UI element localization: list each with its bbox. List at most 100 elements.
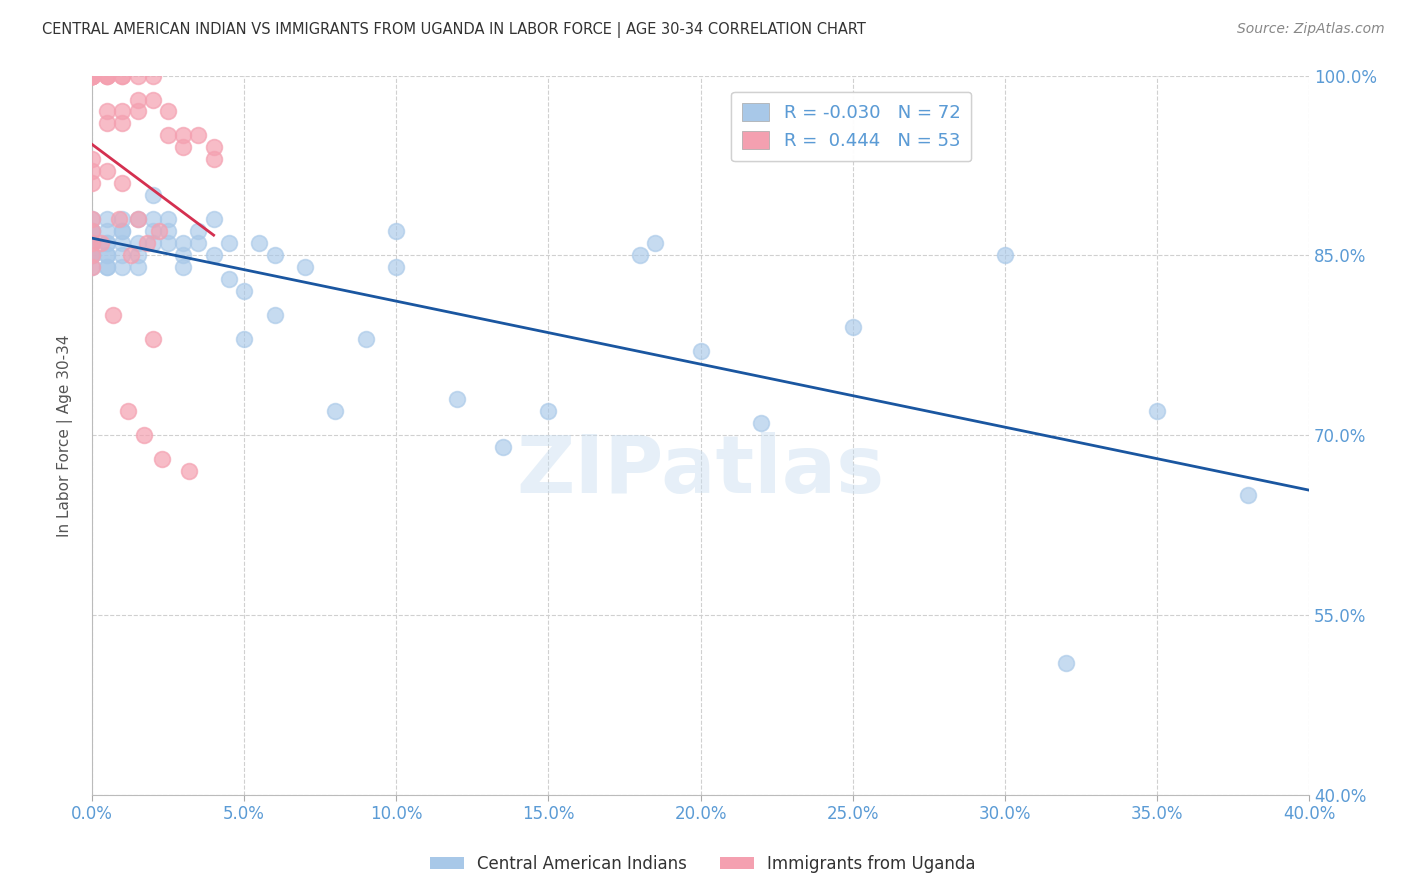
Point (80, 69, 103, 83)
Point (263, 309, 285, 323)
Point (80, 69, 103, 83)
Point (187, 236, 209, 251)
Point (80, 224, 103, 238)
Point (537, 404, 560, 418)
Point (80, 248, 103, 262)
Point (111, 69, 134, 83)
Point (111, 224, 134, 238)
Text: ZIPatlas: ZIPatlas (516, 433, 884, 510)
Point (325, 404, 347, 418)
Legend: R = -0.030   N = 72, R =  0.444   N = 53: R = -0.030 N = 72, R = 0.444 N = 53 (731, 92, 972, 161)
Point (218, 236, 240, 251)
Point (80, 153, 103, 167)
Point (80, 69, 103, 83)
Point (142, 188, 165, 202)
Point (187, 224, 209, 238)
Point (156, 236, 179, 251)
Point (156, 212, 179, 227)
Point (202, 248, 225, 262)
Point (96, 69, 118, 83)
Point (96, 212, 118, 227)
Point (233, 332, 256, 346)
Point (156, 224, 179, 238)
Point (108, 212, 131, 227)
Point (80, 248, 103, 262)
Point (80, 248, 103, 262)
Point (111, 236, 134, 251)
Point (492, 440, 515, 454)
Point (150, 452, 173, 467)
Point (96, 69, 118, 83)
Point (117, 404, 139, 418)
Point (1146, 404, 1168, 418)
Point (172, 236, 194, 251)
Point (1054, 656, 1077, 670)
Point (127, 93, 149, 107)
Point (127, 212, 149, 227)
Point (96, 236, 118, 251)
Point (142, 224, 165, 238)
Point (994, 248, 1017, 262)
Point (1237, 488, 1260, 502)
Legend: Central American Indians, Immigrants from Uganda: Central American Indians, Immigrants fro… (423, 848, 983, 880)
Point (127, 236, 149, 251)
Point (233, 285, 256, 299)
Point (111, 177, 134, 191)
Point (80, 236, 103, 251)
Point (121, 248, 143, 262)
Point (127, 104, 149, 119)
Point (80, 212, 103, 227)
Point (90, 236, 112, 251)
Point (80, 177, 103, 191)
Point (80, 164, 103, 178)
Point (156, 128, 179, 143)
Point (80, 69, 103, 83)
Point (385, 224, 408, 238)
Point (96, 260, 118, 275)
Point (751, 417, 773, 431)
Point (80, 212, 103, 227)
Point (80, 69, 103, 83)
Point (111, 260, 134, 275)
Point (80, 69, 103, 83)
Point (218, 272, 240, 286)
Point (111, 69, 134, 83)
Point (96, 260, 118, 275)
Point (132, 428, 155, 442)
Point (111, 224, 134, 238)
Point (80, 69, 103, 83)
Text: Source: ZipAtlas.com: Source: ZipAtlas.com (1237, 22, 1385, 37)
Point (80, 224, 103, 238)
Point (202, 140, 225, 154)
Point (156, 104, 179, 119)
Point (142, 69, 165, 83)
Point (142, 236, 165, 251)
Point (80, 248, 103, 262)
Point (142, 93, 165, 107)
Point (127, 69, 149, 83)
Point (446, 392, 468, 407)
Point (96, 248, 118, 262)
Point (80, 260, 103, 275)
Point (202, 212, 225, 227)
Point (96, 248, 118, 262)
Point (127, 248, 149, 262)
Point (354, 332, 377, 346)
Point (80, 260, 103, 275)
Point (628, 248, 651, 262)
Point (96, 164, 118, 178)
Point (172, 128, 194, 143)
Point (644, 236, 666, 251)
Point (172, 140, 194, 154)
Point (172, 248, 194, 262)
Point (187, 128, 209, 143)
Point (841, 320, 863, 334)
Point (202, 153, 225, 167)
Point (80, 69, 103, 83)
Point (96, 116, 118, 130)
Point (111, 248, 134, 262)
Point (148, 224, 170, 238)
Point (96, 236, 118, 251)
Point (385, 260, 408, 275)
Point (111, 212, 134, 227)
